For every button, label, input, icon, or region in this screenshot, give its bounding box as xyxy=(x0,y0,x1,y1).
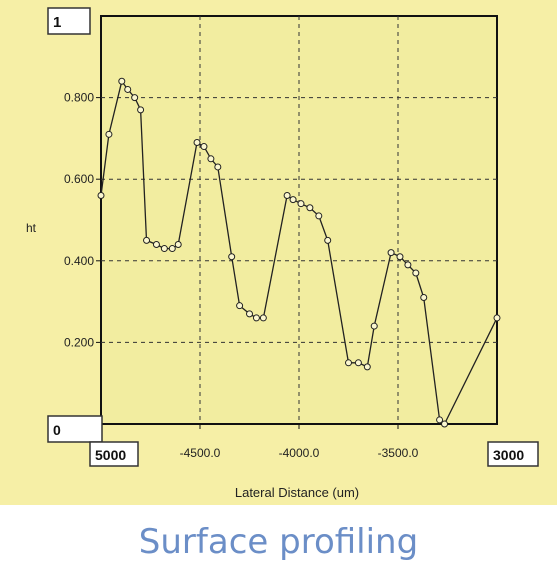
y-max-label: 1 xyxy=(53,14,61,31)
data-point xyxy=(200,143,208,151)
y-min-label: 0 xyxy=(53,422,61,438)
data-point xyxy=(306,204,314,212)
data-point xyxy=(118,77,126,85)
y-tick-label: 0.800 xyxy=(64,91,94,105)
data-point xyxy=(174,240,182,248)
data-point xyxy=(97,192,105,200)
data-point xyxy=(297,200,305,208)
y-tick-labels: 0.200 0.400 0.600 0.800 xyxy=(64,91,94,350)
data-point xyxy=(283,192,291,200)
x-max-label: 3000 xyxy=(493,447,524,463)
data-point xyxy=(354,359,362,367)
data-point xyxy=(345,359,352,367)
data-point xyxy=(412,269,420,277)
data-point xyxy=(324,236,332,244)
data-point xyxy=(207,155,215,163)
data-point xyxy=(246,310,253,318)
x-max-box[interactable]: 3000 xyxy=(487,441,539,467)
data-point xyxy=(228,253,236,261)
x-min-box[interactable]: 5000 xyxy=(89,441,139,467)
data-point xyxy=(236,302,244,310)
series-profile xyxy=(97,77,501,428)
y-min-box[interactable]: 0 xyxy=(47,415,103,443)
y-axis-label: ht xyxy=(26,221,37,235)
data-point xyxy=(404,261,412,269)
data-point xyxy=(259,314,267,322)
data-point xyxy=(252,314,260,322)
data-point xyxy=(436,416,444,424)
data-point xyxy=(370,322,378,330)
data-point xyxy=(289,196,297,204)
x-tick-labels: -4500.0 -4000.0 -3500.0 xyxy=(180,446,419,460)
figure-caption: Surface profiling xyxy=(138,522,419,562)
data-point xyxy=(160,245,168,253)
data-point xyxy=(441,420,449,428)
x-tick-label: -4500.0 xyxy=(180,446,221,460)
data-point xyxy=(420,294,428,302)
data-point xyxy=(152,240,160,248)
data-point xyxy=(387,249,395,257)
data-point xyxy=(214,163,222,171)
data-point xyxy=(193,138,201,146)
y-max-box[interactable]: 1 xyxy=(47,7,91,35)
grid-lines xyxy=(96,16,497,429)
data-point xyxy=(396,253,404,261)
y-tick-label: 0.400 xyxy=(64,254,94,268)
y-tick-label: 0.200 xyxy=(64,335,94,349)
data-point xyxy=(124,85,132,93)
y-tick-label: 0.600 xyxy=(64,172,94,186)
x-tick-label: -3500.0 xyxy=(378,446,419,460)
data-point xyxy=(363,363,371,371)
data-point xyxy=(493,314,501,322)
x-min-label: 5000 xyxy=(95,447,126,463)
x-axis-label: Lateral Distance (um) xyxy=(235,485,359,500)
data-point xyxy=(143,236,151,244)
x-tick-label: -4000.0 xyxy=(279,446,320,460)
data-point xyxy=(131,94,139,102)
data-point xyxy=(168,245,176,253)
data-point xyxy=(137,106,145,114)
data-point xyxy=(315,212,323,220)
data-point xyxy=(105,130,113,138)
